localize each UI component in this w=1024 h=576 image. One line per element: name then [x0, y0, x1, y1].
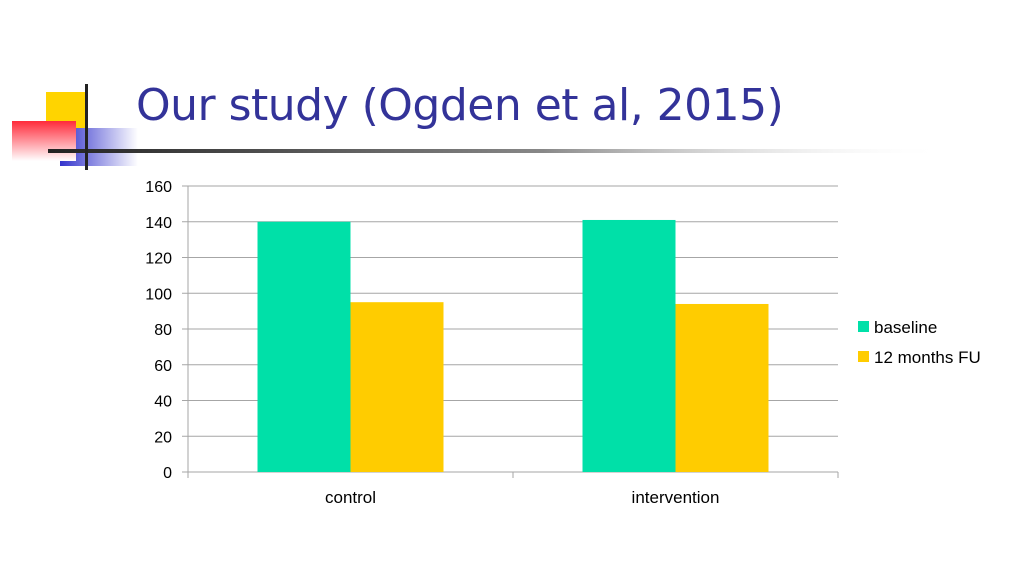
bar-control-0	[257, 221, 351, 472]
bar-intervention-1	[675, 303, 769, 472]
legend-label: baseline	[874, 318, 937, 337]
y-tick-label: 100	[145, 286, 172, 303]
legend-swatch	[858, 351, 869, 362]
x-category-label: control	[325, 488, 376, 507]
y-tick-label: 140	[145, 215, 172, 232]
x-category-label: intervention	[632, 488, 720, 507]
legend-swatch	[858, 321, 869, 332]
y-tick-label: 20	[154, 429, 172, 446]
y-tick-label: 0	[163, 465, 172, 482]
y-tick-label: 60	[154, 358, 172, 375]
y-tick-label: 80	[154, 322, 172, 339]
bar-intervention-0	[582, 219, 676, 472]
y-tick-label: 40	[154, 394, 172, 411]
slide-title: Our study (Ogden et al, 2015)	[136, 80, 784, 131]
deco-vertical-bar	[85, 84, 88, 170]
y-tick-label: 160	[145, 179, 172, 196]
deco-red-square	[12, 121, 76, 161]
legend-label: 12 months FU	[874, 348, 981, 367]
deco-title-underline	[48, 149, 948, 153]
bar-control-1	[350, 302, 444, 472]
y-tick-label: 120	[145, 251, 172, 268]
